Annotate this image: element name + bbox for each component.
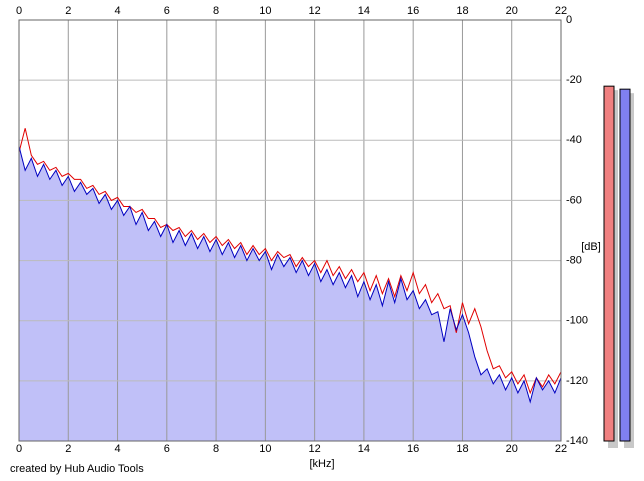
spectrum-line [18, 146, 562, 404]
x-tick-label: 6 [164, 443, 170, 455]
y-tick-label: -100 [566, 315, 588, 327]
y-axis-label: [dB] [581, 241, 601, 253]
x-tick-label-top: 12 [309, 5, 321, 17]
level-meter [619, 88, 631, 442]
x-tick-label: 14 [358, 443, 370, 455]
y-tick-label: 0 [566, 14, 572, 26]
x-tick-label-top: 4 [114, 5, 120, 17]
x-tick-label-top: 16 [407, 5, 419, 17]
x-tick-label: 2 [65, 443, 71, 455]
footer: created by Hub Audio Tools [10, 463, 144, 475]
x-tick-label-top: 14 [358, 5, 370, 17]
x-tick-label: 20 [506, 443, 518, 455]
level-meter [603, 85, 615, 442]
x-tick-label-top: 0 [16, 5, 22, 17]
spectrum-fill [19, 146, 561, 442]
x-tick-label: 22 [555, 443, 567, 455]
x-tick-label: 12 [309, 443, 321, 455]
x-tick-label: 4 [114, 443, 120, 455]
x-tick-label-top: 18 [456, 5, 468, 17]
y-tick-label: -80 [566, 254, 582, 266]
x-tick-label-top: 8 [213, 5, 219, 17]
x-tick-label: 18 [456, 443, 468, 455]
spectrum-line [18, 128, 562, 395]
y-tick-label: -40 [566, 134, 582, 146]
x-tick-label: 16 [407, 443, 419, 455]
x-axis-label: [kHz] [309, 458, 334, 470]
y-tick-label: -20 [566, 74, 582, 86]
y-tick-label: -120 [566, 375, 588, 387]
y-tick-label: -140 [566, 435, 588, 447]
x-tick-label-top: 22 [555, 5, 567, 17]
x-tick-label-top: 20 [506, 5, 518, 17]
x-tick-label-top: 2 [65, 5, 71, 17]
y-tick-label: -60 [566, 194, 582, 206]
x-tick-label: 10 [259, 443, 271, 455]
plot-frame [18, 19, 562, 442]
x-tick-label: 8 [213, 443, 219, 455]
x-tick-label-top: 6 [164, 5, 170, 17]
x-tick-label: 0 [16, 443, 22, 455]
x-tick-label-top: 10 [259, 5, 271, 17]
